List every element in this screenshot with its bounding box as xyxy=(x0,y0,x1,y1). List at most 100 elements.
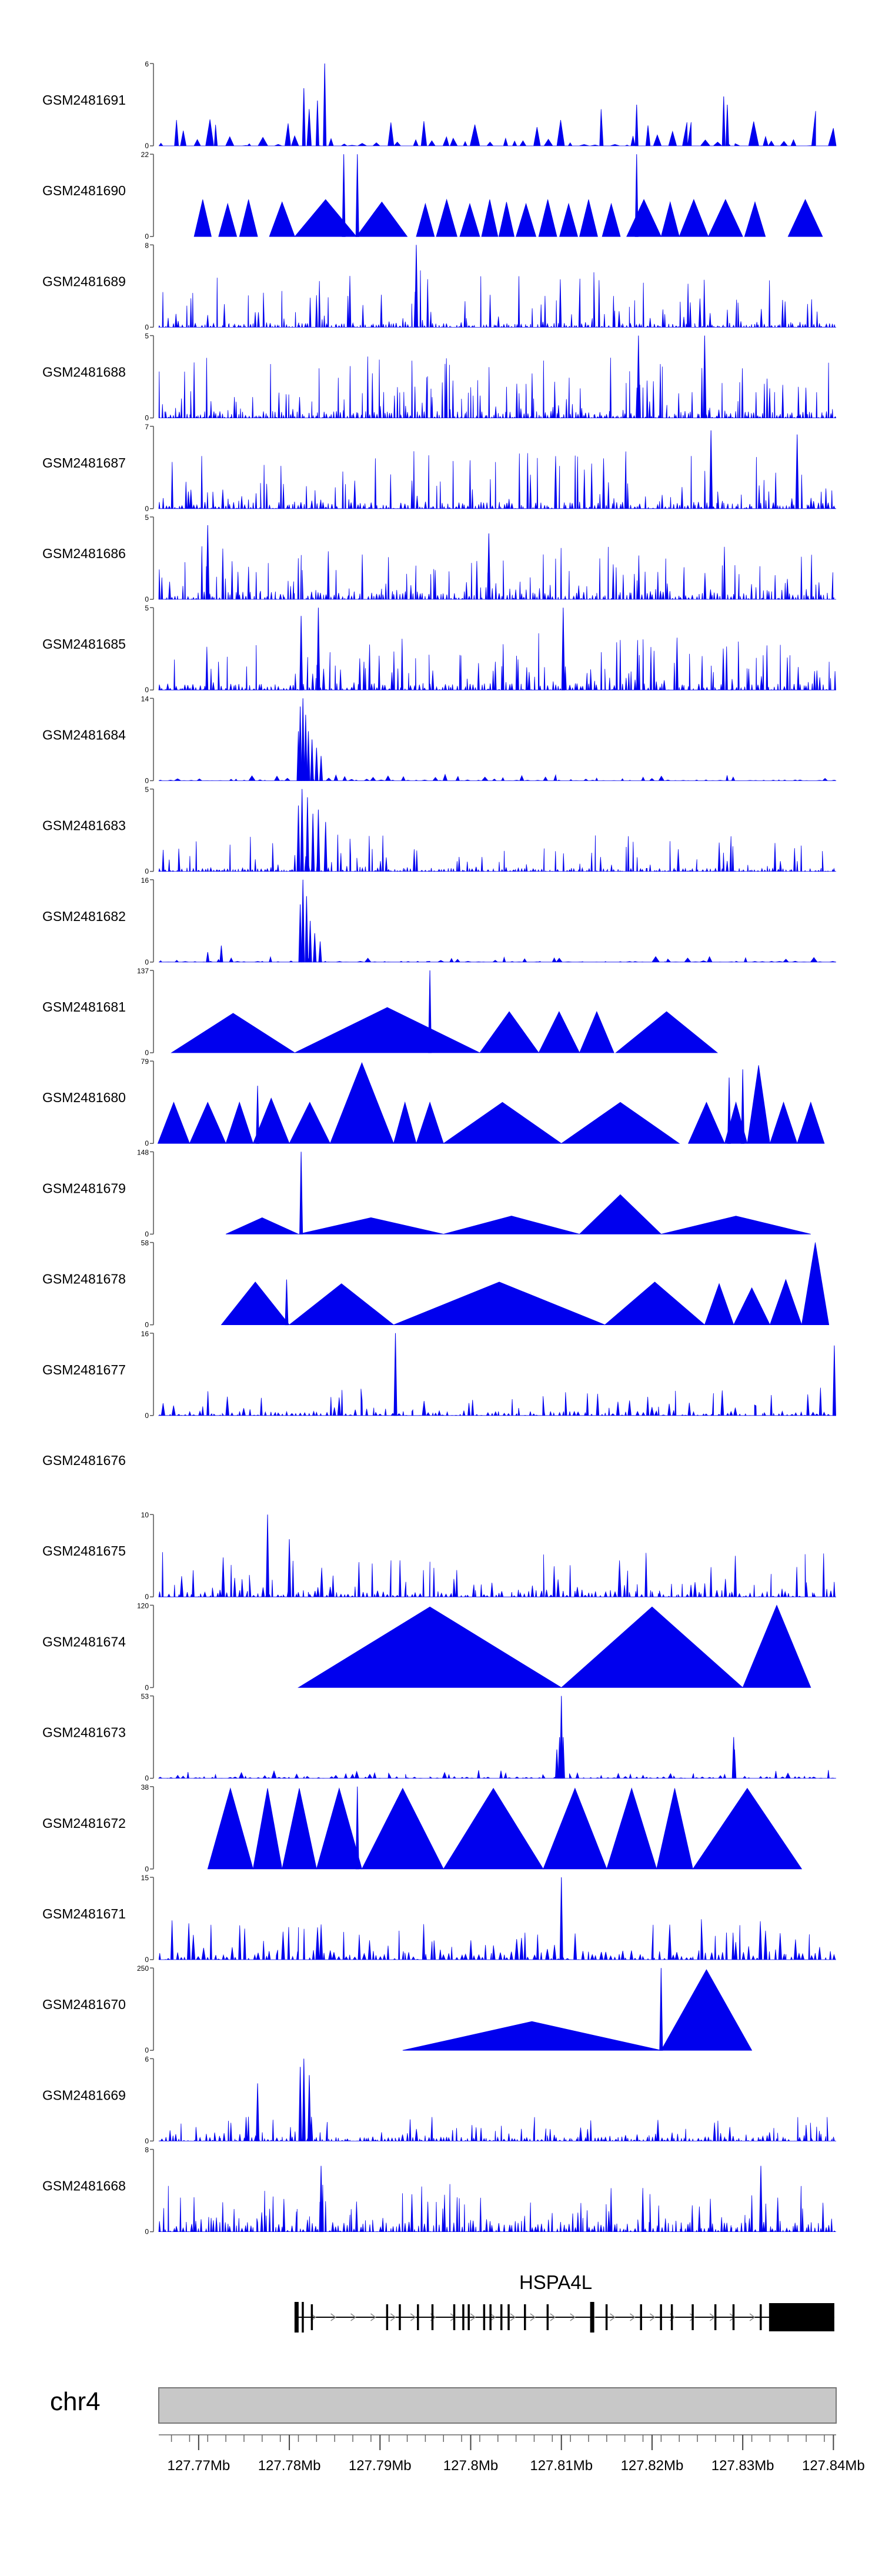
coverage-peak xyxy=(769,1279,802,1325)
coverage-peak xyxy=(443,1216,580,1234)
coverage-spike xyxy=(301,879,305,963)
coverage-area xyxy=(159,956,836,963)
coverage-spike xyxy=(302,2058,306,2141)
y-axis: 137 0 xyxy=(137,967,154,1057)
exon xyxy=(507,2304,510,2330)
exon xyxy=(386,2304,389,2330)
coverage-spike xyxy=(355,1786,359,1870)
coverage-area xyxy=(158,1387,836,1416)
y-max-label: 5 xyxy=(145,332,149,341)
y-axis: 50 xyxy=(145,332,154,422)
sample-label: GSM2481674 xyxy=(42,1634,126,1649)
y-min-label: 0 xyxy=(145,595,149,603)
sample-label: GSM2481677 xyxy=(42,1362,126,1377)
coverage-spike xyxy=(310,739,314,781)
exon xyxy=(467,2304,470,2330)
coverage-peak xyxy=(538,199,557,237)
coverage-peak xyxy=(207,1787,253,1870)
y-min-label: 0 xyxy=(145,1049,149,1057)
exon xyxy=(590,2302,594,2333)
y-axis: 58 0 xyxy=(141,1239,154,1329)
coverage-track: GSM2481681 137 0 xyxy=(42,967,719,1057)
coverage-peak xyxy=(516,202,537,237)
coverage-spike xyxy=(305,797,309,872)
coverage-track: GSM2481688 50 xyxy=(42,332,837,422)
coverage-peak xyxy=(289,1102,331,1144)
coverage-peak xyxy=(288,1283,395,1325)
coverage-track: GSM2481674 120 0 xyxy=(42,1601,811,1691)
y-min-label: 0 xyxy=(145,1139,149,1147)
y-max-label: 8 xyxy=(145,2146,149,2154)
coverage-area xyxy=(158,356,837,419)
coverage-peak xyxy=(393,1101,417,1144)
coverage-peak xyxy=(559,202,579,237)
y-max-label: 22 xyxy=(141,151,149,159)
coverage-peak xyxy=(269,201,295,237)
coverage-spike xyxy=(733,1749,737,1779)
sample-label: GSM2481682 xyxy=(42,909,126,924)
exon xyxy=(670,2304,673,2330)
coverage-peak xyxy=(656,1788,693,1870)
coverage-peak xyxy=(298,1606,563,1688)
coverage-spike xyxy=(256,2083,260,2141)
coverage-spike xyxy=(298,706,302,781)
y-min-label: 0 xyxy=(145,2228,149,2236)
coverage-peak xyxy=(626,199,662,237)
coverage-area xyxy=(158,835,836,872)
coverage-area xyxy=(158,451,836,509)
coverage-track: GSM2481673 53 0 xyxy=(42,1693,836,1783)
y-max-label: 79 xyxy=(141,1057,149,1066)
coverage-peak xyxy=(560,1102,680,1144)
coverage-peak xyxy=(393,1282,605,1325)
coverage-track: GSM2481670 250 0 xyxy=(42,1964,753,2054)
coverage-area xyxy=(158,2117,836,2142)
y-axis: 16 0 xyxy=(141,876,154,966)
x-tick-label: 127.84Mb xyxy=(802,2458,865,2474)
coverage-peak xyxy=(416,1101,444,1144)
coverage-spike xyxy=(318,941,322,963)
sample-label: GSM2481684 xyxy=(42,727,126,742)
strand-arrow-icon xyxy=(630,2313,636,2321)
coverage-peak xyxy=(560,1606,744,1688)
y-max-label: 16 xyxy=(141,876,149,885)
coverage-spike xyxy=(393,1333,397,1416)
y-max-label: 58 xyxy=(141,1239,149,1247)
coverage-peak xyxy=(615,1011,719,1053)
strand-arrow-icon xyxy=(530,2313,536,2321)
coverage-peak xyxy=(459,202,480,237)
coverage-peak xyxy=(498,202,515,237)
y-min-label: 0 xyxy=(145,232,149,241)
sample-label: GSM2481671 xyxy=(42,1906,126,1921)
coverage-spike xyxy=(298,904,302,963)
exon xyxy=(760,2304,762,2330)
y-min-label: 0 xyxy=(145,1683,149,1691)
strand-arrow-icon xyxy=(650,2313,656,2321)
coverage-spike xyxy=(414,245,418,328)
sample-label: GSM2481672 xyxy=(42,1816,126,1831)
sample-label: GSM2481688 xyxy=(42,365,126,380)
coverage-peak xyxy=(602,202,621,237)
strand-arrow-icon xyxy=(510,2313,516,2321)
y-max-label: 250 xyxy=(137,1964,149,1973)
y-max-label: 7 xyxy=(145,423,149,431)
x-tick-label: 127.83Mb xyxy=(711,2458,774,2474)
coverage-peak xyxy=(660,201,680,237)
coverage-spike xyxy=(319,2165,323,2233)
coverage-peak xyxy=(171,1013,296,1053)
coverage-peak xyxy=(225,1101,253,1144)
exon xyxy=(431,2304,434,2330)
y-max-label: 14 xyxy=(141,695,149,703)
coverage-track: GSM2481671 15 0 xyxy=(42,1874,836,1964)
y-min-label: 0 xyxy=(145,505,149,513)
y-axis: 60 xyxy=(145,60,154,150)
exon xyxy=(489,2304,492,2330)
y-max-label: 5 xyxy=(145,604,149,612)
coverage-peak xyxy=(479,1011,539,1053)
coverage-peak xyxy=(787,199,823,237)
coverage-spike xyxy=(299,616,303,690)
sample-label: GSM2481687 xyxy=(42,455,126,471)
sample-label: GSM2481683 xyxy=(42,818,126,833)
